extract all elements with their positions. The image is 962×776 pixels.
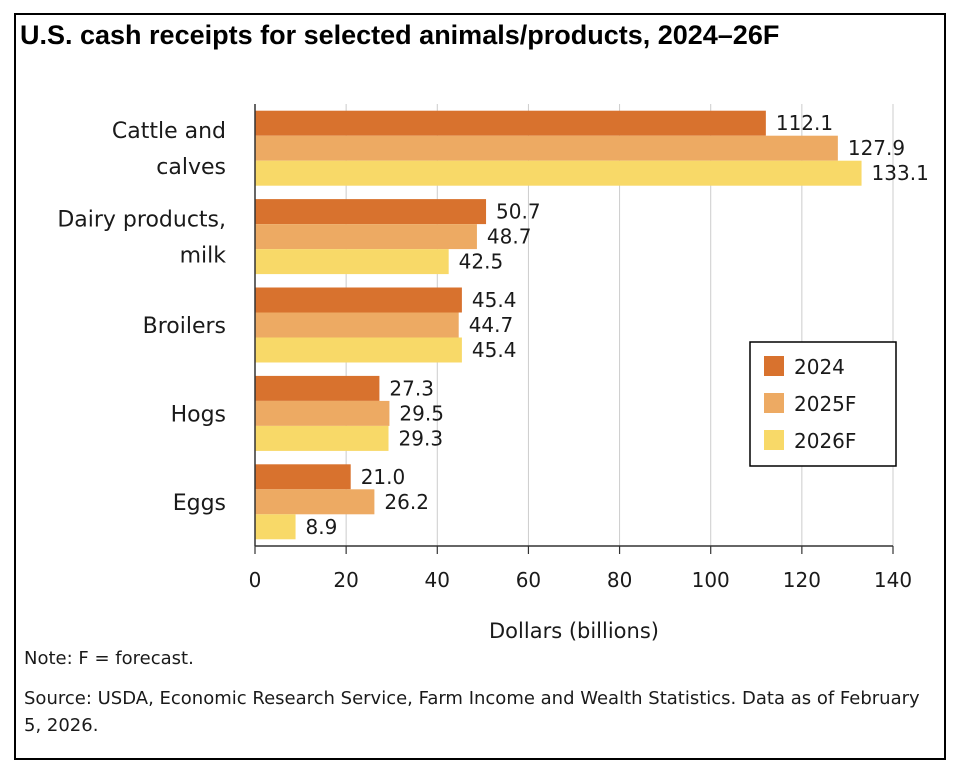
- data-label: 21.0: [361, 465, 406, 489]
- bar: [255, 464, 351, 490]
- bars: [255, 110, 862, 540]
- legend-swatch: [764, 393, 784, 413]
- bar: [255, 199, 487, 225]
- bar: [255, 135, 838, 161]
- bar: [255, 400, 390, 426]
- source-text: Source: USDA, Economic Research Service,…: [24, 688, 920, 736]
- legend: 2024 2025F 2026F: [749, 341, 897, 467]
- data-label: 42.5: [459, 250, 504, 274]
- x-tick-label: 80: [607, 568, 632, 592]
- data-label: 45.4: [472, 288, 517, 312]
- bar: [255, 514, 296, 540]
- bar: [255, 312, 459, 338]
- bar: [255, 337, 462, 363]
- x-tick-label: 140: [874, 568, 912, 592]
- category-label: calves: [156, 155, 226, 180]
- category-label: Dairy products,: [57, 208, 226, 233]
- legend-label: 2024: [794, 355, 845, 379]
- labels: 0 20 40 60 80 100 120 140 Dollars (billions) 112.…: [57, 111, 928, 643]
- x-tick-label: 60: [516, 568, 541, 592]
- data-label: 29.5: [399, 401, 444, 425]
- data-label: 8.9: [306, 515, 338, 539]
- bar: [255, 249, 449, 275]
- x-tick-label: 120: [783, 568, 821, 592]
- data-label: 50.7: [496, 200, 541, 224]
- category-label: Cattle and: [112, 119, 226, 144]
- bar: [255, 375, 380, 401]
- chart-title: U.S. cash receipts for selected animals/…: [20, 20, 780, 50]
- category-label: Hogs: [171, 402, 226, 427]
- axes: [254, 104, 894, 554]
- data-label: 29.3: [399, 426, 444, 450]
- bar: [255, 110, 766, 136]
- category-label: milk: [180, 244, 227, 269]
- legend-label: 2026F: [794, 429, 856, 453]
- legend-swatch: [764, 356, 784, 376]
- legend-label: 2025F: [794, 392, 856, 416]
- data-label: 26.2: [384, 490, 429, 514]
- bar: [255, 160, 862, 186]
- x-tick-label: 20: [333, 568, 358, 592]
- data-label: 112.1: [776, 111, 833, 135]
- legend-swatch: [764, 430, 784, 450]
- category-label: Broilers: [143, 314, 226, 339]
- data-label: 127.9: [848, 136, 905, 160]
- bar: [255, 287, 462, 313]
- x-tick-label: 100: [692, 568, 730, 592]
- data-label: 44.7: [469, 313, 514, 337]
- bar: [255, 425, 389, 451]
- x-tick-label: 0: [249, 568, 262, 592]
- data-label: 48.7: [487, 225, 532, 249]
- data-label: 27.3: [389, 376, 434, 400]
- bar: [255, 489, 375, 515]
- category-label: Eggs: [173, 491, 226, 516]
- note-text: Note: F = forecast.: [24, 648, 194, 669]
- x-axis-title: Dollars (billions): [489, 619, 659, 643]
- data-label: 133.1: [872, 161, 929, 185]
- data-label: 45.4: [472, 338, 517, 362]
- bar: [255, 224, 477, 250]
- x-tick-label: 40: [425, 568, 450, 592]
